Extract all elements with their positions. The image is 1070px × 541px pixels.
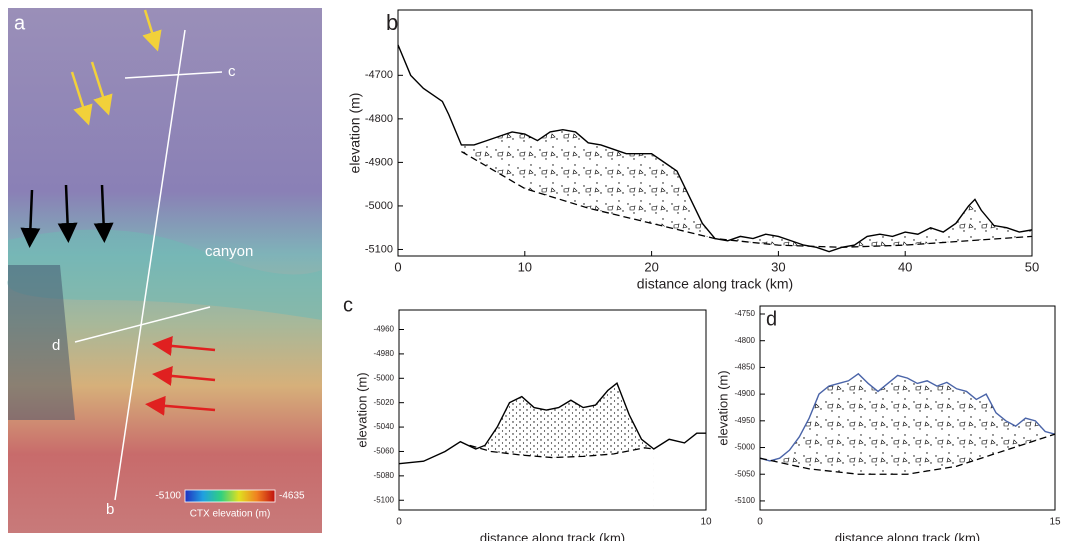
map-band	[7, 229, 322, 320]
arrow	[90, 61, 113, 116]
colorbar-max: -4635	[279, 491, 305, 502]
track-label: c	[228, 63, 236, 80]
panel-label: d	[766, 308, 777, 330]
x-tick-label: 0	[394, 259, 401, 274]
y-tick-label: -4800	[735, 336, 756, 345]
y-tick-label: -4800	[365, 113, 393, 125]
y-axis-label: elevation (m)	[347, 93, 363, 174]
y-axis-label: elevation (m)	[715, 370, 730, 445]
y-tick-label: -5100	[365, 243, 393, 255]
x-axis-label: distance along track (km)	[835, 530, 980, 541]
fill-mask	[469, 445, 654, 510]
arrow	[57, 184, 78, 243]
y-tick-label: -5060	[374, 447, 395, 456]
profile-line	[759, 433, 1056, 475]
colorbar-min: -5100	[155, 491, 181, 502]
plot-frame	[759, 305, 1056, 511]
arrow	[145, 395, 216, 416]
y-tick-label: -5000	[374, 373, 395, 382]
profile-line	[469, 444, 654, 459]
x-tick-label: 20	[644, 259, 658, 274]
x-tick-label: 15	[1049, 517, 1061, 528]
arrow	[152, 335, 216, 356]
y-tick-label: -4850	[735, 363, 756, 372]
panel-label: a	[14, 12, 26, 34]
y-tick-label: -5000	[735, 443, 756, 452]
colorbar-label: CTX elevation (m)	[190, 509, 271, 520]
track-line	[124, 71, 223, 79]
y-tick-label: -4960	[374, 325, 395, 334]
track-label: b	[106, 501, 114, 518]
y-tick-label: -5050	[735, 469, 756, 478]
panel-label: b	[386, 10, 398, 35]
fill-mask	[760, 434, 1055, 510]
y-tick-label: -5100	[374, 495, 395, 504]
y-tick-label: -4950	[735, 416, 756, 425]
y-tick-label: -5080	[374, 471, 395, 480]
x-axis-label: distance along track (km)	[480, 530, 625, 541]
arrow	[70, 71, 93, 126]
arrow	[20, 189, 41, 248]
x-tick-label: 0	[396, 517, 402, 528]
profile-line	[759, 372, 1056, 462]
y-tick-label: -5000	[365, 200, 393, 212]
y-tick-label: -5100	[735, 496, 756, 505]
panel-label: c	[343, 294, 353, 316]
x-tick-label: 0	[757, 517, 763, 528]
arrow	[142, 9, 162, 52]
y-tick-label: -5020	[374, 398, 395, 407]
x-axis-label: distance along track (km)	[637, 276, 793, 292]
y-tick-label: -5040	[374, 422, 395, 431]
x-tick-label: 30	[771, 259, 785, 274]
track-line	[114, 29, 186, 501]
y-tick-label: -4980	[374, 349, 395, 358]
y-tick-label: -4700	[365, 69, 393, 81]
map-dark-area	[8, 265, 75, 420]
track-label: d	[52, 337, 60, 354]
y-tick-label: -4900	[735, 389, 756, 398]
plot-frame	[398, 309, 707, 511]
profile-line	[398, 382, 706, 465]
x-tick-label: 40	[898, 259, 912, 274]
arrow	[93, 184, 114, 243]
arrow	[152, 365, 216, 386]
x-tick-label: 10	[700, 517, 712, 528]
plot-frame	[397, 9, 1033, 257]
profile-line	[461, 150, 1033, 248]
colorbar	[184, 489, 276, 503]
feature-label: canyon	[205, 243, 253, 260]
map-panel: a c canyon d b -5100 -4635 CTX elevation…	[7, 8, 322, 533]
x-tick-label: 10	[518, 259, 532, 274]
x-tick-label: 50	[1025, 259, 1039, 274]
y-axis-label: elevation (m)	[354, 372, 369, 447]
track-line	[74, 306, 211, 343]
fill-mask	[461, 151, 1032, 256]
y-tick-label: -4900	[365, 156, 393, 168]
y-tick-label: -4750	[735, 309, 756, 318]
